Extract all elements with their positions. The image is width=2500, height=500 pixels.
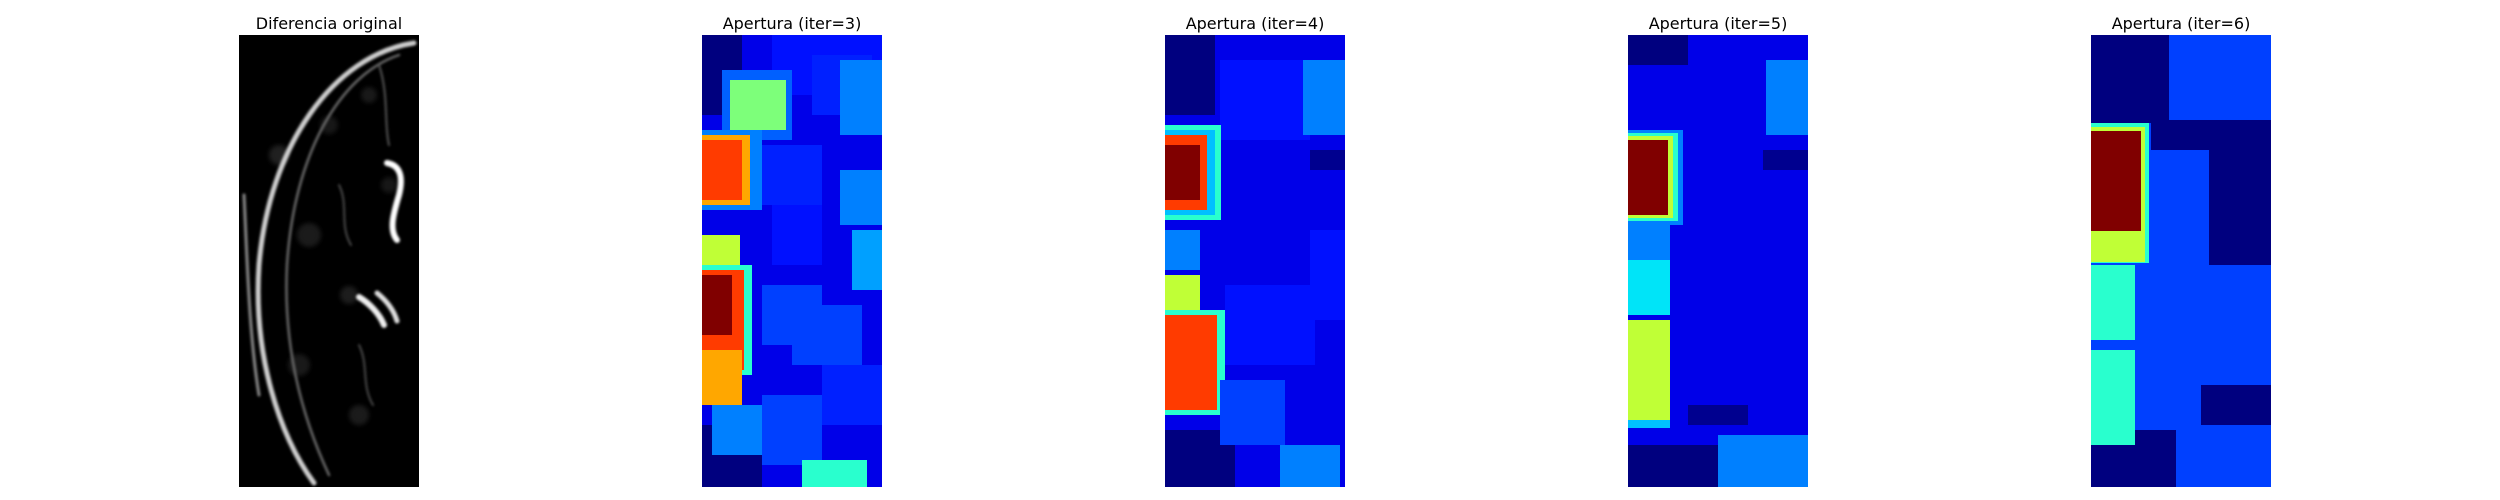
opening-iter4-image [1165, 35, 1345, 487]
panel-title: Apertura (iter=6) [2111, 14, 2251, 33]
panel-iter4: Apertura (iter=4) [1165, 0, 1345, 500]
panel-iter5: Apertura (iter=5) [1628, 0, 1808, 500]
panel-iter3: Apertura (iter=3) [702, 0, 882, 500]
original-difference-image [239, 35, 419, 487]
panel-title: Apertura (iter=5) [1648, 14, 1788, 33]
panel-original: Diferencia original [239, 0, 419, 500]
panel-title: Apertura (iter=3) [722, 14, 862, 33]
opening-iter5-image [1628, 35, 1808, 487]
opening-iter6-image [2091, 35, 2271, 487]
panel-title: Diferencia original [255, 14, 403, 33]
panel-title: Apertura (iter=4) [1185, 14, 1325, 33]
opening-iter3-image [702, 35, 882, 487]
panel-iter6: Apertura (iter=6) [2091, 0, 2271, 500]
